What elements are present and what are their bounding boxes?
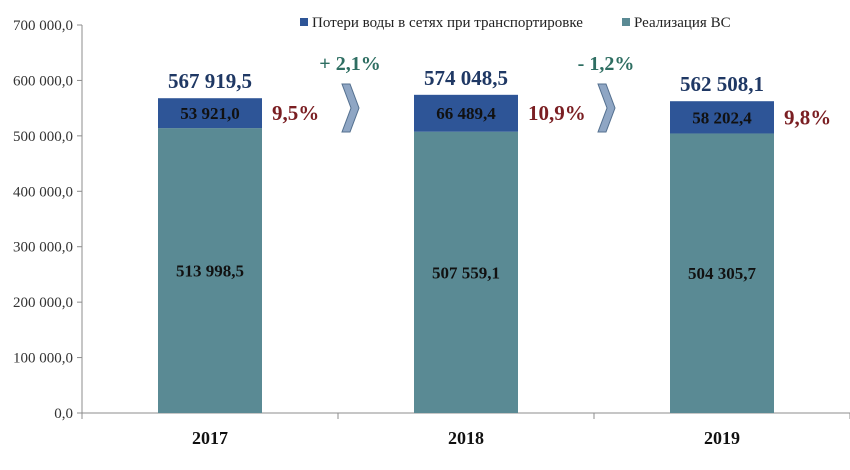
data-label-loss-share: 9,8%: [784, 105, 831, 129]
legend-swatch: [622, 18, 630, 26]
data-label-loss-share: 9,5%: [272, 101, 319, 125]
chevron-arrow-icon: [341, 83, 360, 133]
bar-losses-2019: [670, 101, 774, 134]
bar-losses-2017: [158, 98, 262, 129]
y-tick-label: 400 000,0: [13, 184, 73, 200]
data-label-losses: 53 921,0: [180, 104, 240, 123]
y-tick-label: 0,0: [54, 406, 73, 422]
chevron-arrow-icon: [597, 83, 616, 133]
bar-sales-2019: [670, 133, 774, 413]
data-label-loss-share: 10,9%: [528, 101, 586, 125]
bar-losses-2018: [414, 94, 518, 132]
data-label-sales: 513 998,5: [176, 262, 244, 281]
legend-label: Реализация ВС: [634, 15, 731, 31]
x-tick-label: 2018: [448, 428, 484, 448]
y-tick-label: 500 000,0: [13, 129, 73, 145]
data-label-losses: 66 489,4: [436, 104, 496, 123]
y-tick-label: 700 000,0: [13, 18, 73, 34]
x-tick-label: 2019: [704, 428, 740, 448]
y-tick-label: 100 000,0: [13, 351, 73, 367]
x-tick-label: 2017: [192, 428, 228, 448]
y-tick-label: 200 000,0: [13, 295, 73, 311]
data-label-total: 567 919,5: [168, 69, 252, 93]
change-label: + 2,1%: [319, 53, 380, 75]
legend-swatch: [300, 18, 308, 26]
data-label-sales: 504 305,7: [688, 264, 757, 283]
data-label-total: 562 508,1: [680, 72, 764, 96]
y-tick-label: 300 000,0: [13, 240, 73, 256]
data-label-total: 574 048,5: [424, 66, 508, 90]
change-label: - 1,2%: [578, 53, 635, 75]
legend-label: Потери воды в сетях при транспортировке: [312, 15, 583, 31]
bar-sales-2018: [414, 131, 518, 413]
data-label-sales: 507 559,1: [432, 263, 500, 282]
bar-sales-2017: [158, 128, 262, 414]
y-tick-label: 600 000,0: [13, 73, 73, 89]
data-label-losses: 58 202,4: [692, 108, 752, 127]
